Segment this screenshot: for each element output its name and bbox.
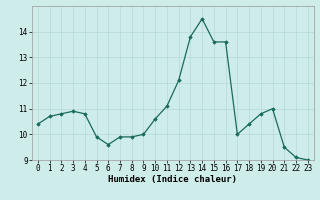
X-axis label: Humidex (Indice chaleur): Humidex (Indice chaleur) — [108, 175, 237, 184]
